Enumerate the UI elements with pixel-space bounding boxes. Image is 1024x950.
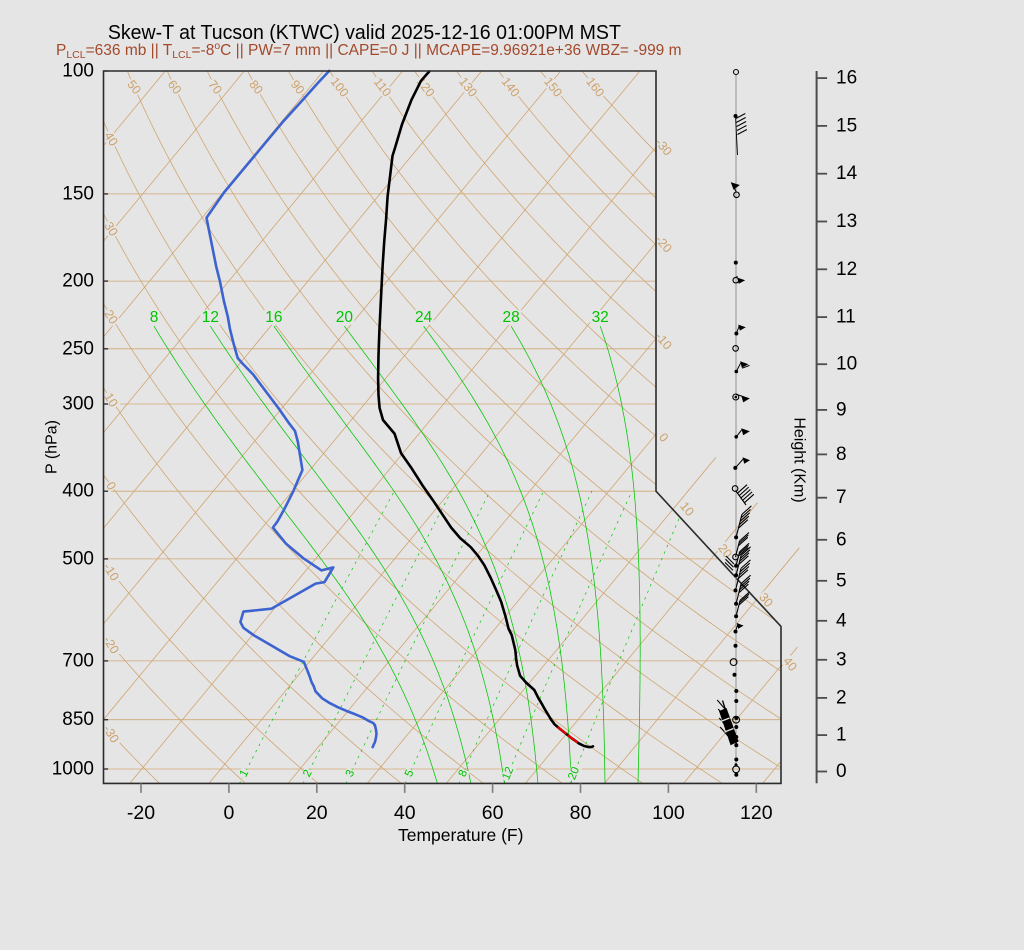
svg-text:5: 5 xyxy=(403,768,417,779)
svg-text:20: 20 xyxy=(336,309,354,326)
svg-text:1000: 1000 xyxy=(52,759,94,780)
svg-text:700: 700 xyxy=(62,650,94,671)
svg-text:20: 20 xyxy=(566,765,582,781)
svg-text:30: 30 xyxy=(101,219,120,238)
svg-text:400: 400 xyxy=(62,481,94,502)
svg-text:20: 20 xyxy=(101,307,120,326)
svg-text:P (hPa): P (hPa) xyxy=(44,420,61,474)
svg-text:2: 2 xyxy=(836,687,847,708)
svg-text:10: 10 xyxy=(836,354,857,375)
svg-text:13: 13 xyxy=(836,211,857,232)
svg-text:14: 14 xyxy=(836,163,858,184)
svg-text:150: 150 xyxy=(62,183,94,204)
svg-text:7: 7 xyxy=(836,487,847,508)
svg-text:100: 100 xyxy=(652,802,685,824)
svg-text:500: 500 xyxy=(62,548,94,569)
svg-text:0: 0 xyxy=(836,761,847,782)
svg-text:11: 11 xyxy=(836,307,856,328)
svg-text:100: 100 xyxy=(62,61,94,82)
svg-text:10: 10 xyxy=(101,390,120,409)
svg-text:16: 16 xyxy=(836,68,857,89)
svg-text:8: 8 xyxy=(457,768,471,779)
svg-text:6: 6 xyxy=(836,529,847,550)
svg-text:200: 200 xyxy=(62,271,94,292)
svg-text:9: 9 xyxy=(836,399,847,420)
svg-text:300: 300 xyxy=(62,394,94,415)
svg-text:32: 32 xyxy=(592,309,609,326)
svg-text:850: 850 xyxy=(62,709,94,730)
svg-text:120: 120 xyxy=(740,802,773,824)
svg-text:0: 0 xyxy=(223,802,234,824)
svg-text:20: 20 xyxy=(306,802,328,824)
svg-text:15: 15 xyxy=(836,115,857,136)
svg-text:40: 40 xyxy=(101,129,120,148)
svg-text:1: 1 xyxy=(836,725,847,746)
svg-text:40: 40 xyxy=(394,802,416,824)
svg-text:60: 60 xyxy=(482,802,504,824)
svg-text:Height (Km): Height (Km) xyxy=(791,417,808,502)
svg-text:5: 5 xyxy=(836,570,847,591)
svg-text:12: 12 xyxy=(202,309,219,326)
svg-text:2: 2 xyxy=(301,768,315,779)
svg-text:80: 80 xyxy=(570,802,592,824)
svg-text:8: 8 xyxy=(836,444,847,465)
svg-text:16: 16 xyxy=(265,309,282,326)
svg-text:-20: -20 xyxy=(127,802,155,824)
svg-text:PLCL=636 mb || TLCL=-8oC || PW: PLCL=636 mb || TLCL=-8oC || PW=7 mm || C… xyxy=(56,40,682,61)
svg-text:3: 3 xyxy=(836,649,847,670)
svg-text:8: 8 xyxy=(150,309,159,326)
svg-text:12: 12 xyxy=(500,765,516,781)
svg-text:3: 3 xyxy=(344,768,358,779)
svg-text:1: 1 xyxy=(238,768,252,779)
svg-text:250: 250 xyxy=(62,338,94,359)
svg-text:12: 12 xyxy=(836,259,857,280)
svg-text:28: 28 xyxy=(502,309,519,326)
svg-text:24: 24 xyxy=(415,309,433,326)
svg-text:Skew-T at Tucson (KTWC) valid: Skew-T at Tucson (KTWC) valid 2025-12-16… xyxy=(108,21,621,44)
svg-text:Temperature (F): Temperature (F) xyxy=(398,825,523,845)
svg-text:4: 4 xyxy=(836,610,847,631)
